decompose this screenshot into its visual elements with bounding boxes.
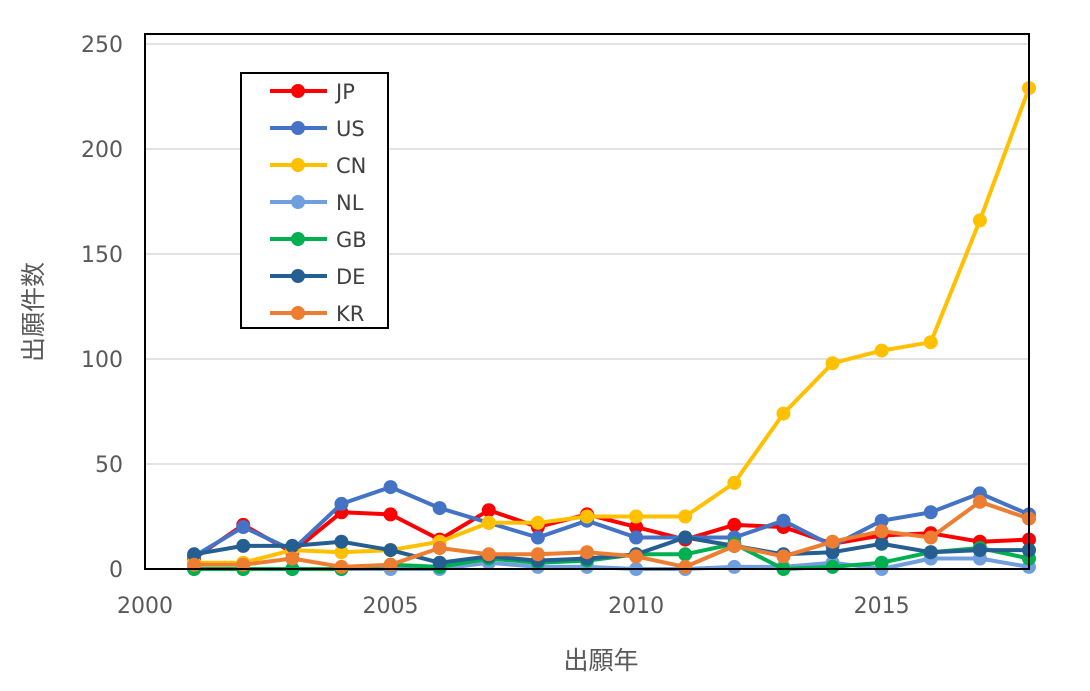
series-line-CN [194, 87, 1031, 565]
series-line-KR [194, 499, 1030, 569]
legend-label: DE [336, 265, 365, 289]
y-tick-label: 250 [81, 33, 123, 58]
data-point-KR [678, 559, 693, 574]
legend-swatch-marker [291, 195, 305, 209]
data-point-CN [580, 509, 594, 524]
y-tick-label: 100 [81, 348, 123, 373]
y-tick-label: 200 [81, 138, 123, 163]
y-axis-title: 出願件数 [19, 262, 48, 362]
data-point-DE [874, 536, 889, 551]
data-point-CN [923, 335, 938, 350]
data-point-US [923, 505, 938, 520]
legend-swatch-marker [291, 84, 305, 98]
data-point-DE [678, 530, 693, 545]
series-line-JP [192, 508, 1030, 561]
data-point-DE [383, 543, 398, 558]
legend-swatch-marker [291, 306, 305, 320]
data-point-KR [727, 538, 742, 553]
y-tick-label: 50 [95, 453, 123, 478]
data-point-CN [874, 343, 889, 358]
legend-entry-US: US [270, 117, 365, 141]
data-point-JP [481, 503, 496, 518]
legend-swatch-marker [291, 121, 305, 135]
legend-label: GB [336, 228, 367, 252]
data-point-CN [825, 356, 840, 371]
legend-entry-CN: CN [270, 154, 366, 178]
legend-entry-NL: NL [270, 191, 364, 215]
x-axis-title: 出願年 [563, 646, 638, 675]
data-point-DE [334, 534, 349, 549]
legend-label: KR [336, 302, 364, 326]
data-point-KR [629, 549, 644, 564]
data-point-DE [972, 543, 987, 558]
data-point-US [629, 530, 644, 545]
legend-swatch-marker [291, 158, 305, 172]
data-point-CN [530, 515, 545, 530]
data-point-KR [432, 541, 447, 555]
y-tick-label: 150 [81, 243, 123, 268]
data-point-DE [285, 538, 300, 553]
data-point-KR [874, 524, 889, 539]
x-axis-ticks: 2000 2005 2010 2015 [117, 594, 910, 619]
data-point-DE [187, 547, 202, 562]
data-point-CN [776, 406, 791, 421]
data-point-KR [334, 559, 349, 574]
legend-swatch-marker [291, 232, 305, 246]
legend-entry-DE: DE [270, 265, 365, 289]
data-point-CN [727, 475, 742, 490]
data-point-GB [874, 555, 889, 570]
series-line-US [193, 485, 1030, 559]
series-line-DE [193, 535, 1029, 565]
data-point-KR [580, 545, 594, 560]
legend: JP US CN NL GB DE KR [240, 72, 389, 329]
legend-swatch-marker [291, 269, 305, 283]
legend-label: CN [336, 154, 366, 178]
y-axis-ticks: 0 50 100 150 200 250 [81, 33, 123, 583]
data-point-KR [972, 494, 987, 509]
data-point-DE [432, 555, 447, 570]
data-point-KR [530, 547, 545, 562]
x-tick-label: 2000 [117, 594, 173, 619]
data-point-US [874, 513, 889, 528]
data-point-KR [481, 547, 496, 562]
legend-label: US [336, 117, 365, 141]
data-point-CN [972, 213, 987, 228]
legend-entry-KR: KR [270, 302, 364, 326]
x-tick-label: 2010 [608, 594, 664, 619]
legend-label: NL [336, 191, 364, 215]
data-point-DE [236, 538, 251, 553]
data-point-US [776, 513, 791, 528]
legend-entry-GB: GB [270, 228, 367, 252]
data-point-CN [481, 515, 496, 530]
data-point-CN [334, 545, 349, 560]
data-point-KR [923, 530, 938, 545]
data-point-CN [629, 509, 644, 524]
data-point-CN [678, 509, 693, 524]
data-point-US [432, 501, 447, 516]
data-point-JP [383, 507, 398, 522]
data-point-DE [825, 545, 840, 560]
x-tick-label: 2015 [854, 594, 910, 619]
legend-label: JP [334, 80, 355, 104]
data-point-GB [825, 559, 840, 574]
data-point-US [383, 480, 398, 495]
data-point-KR [285, 551, 300, 566]
data-point-US [530, 530, 545, 545]
data-point-NL [727, 559, 742, 574]
legend-entry-JP: JP [270, 80, 355, 104]
x-tick-label: 2005 [363, 594, 419, 619]
data-point-DE [923, 545, 938, 560]
data-point-GB [678, 547, 693, 562]
y-tick-label: 0 [109, 558, 123, 583]
data-point-KR [776, 549, 791, 564]
data-point-KR [825, 534, 840, 549]
data-point-JP [629, 520, 644, 534]
data-point-US [236, 520, 251, 534]
data-point-JP [727, 517, 742, 532]
data-point-US [334, 496, 349, 511]
